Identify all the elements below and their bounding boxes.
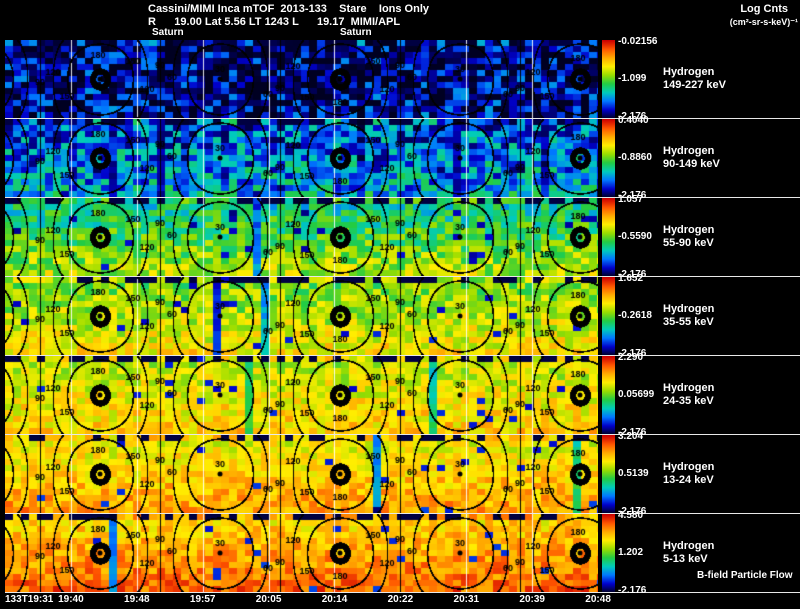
energy-range-label: 24-35 keV — [663, 395, 714, 407]
colorbar-mid-value: 0.05699 — [618, 389, 655, 400]
colorbar-max-value: -0.02156 — [618, 36, 658, 47]
species-label: Hydrogen — [663, 303, 715, 315]
spectrogram-panel: 1.652 -0.2618 -2.176 Hydrogen 35-55 keV — [5, 273, 800, 359]
colorbar-mid-value: -1.099 — [618, 73, 647, 84]
spectrogram-canvas — [5, 277, 598, 355]
energy-label-group: Hydrogen 35-55 keV — [663, 303, 714, 329]
colorbar-max-value: 4.580 — [618, 510, 644, 521]
colorbar — [602, 277, 615, 355]
species-label: Hydrogen — [663, 66, 715, 78]
time-tick-label: 19:57 — [189, 594, 216, 605]
energy-range-label: 13-24 keV — [663, 474, 714, 486]
colorbar-units-title: Log Cnts — [740, 3, 788, 15]
energy-label-group: Hydrogen 5-13 keV — [663, 540, 714, 566]
saturn-marker-label: Saturn — [340, 27, 372, 38]
spectrogram-canvas — [5, 356, 598, 434]
energy-range-label: 5-13 keV — [663, 553, 708, 565]
time-tick-label: 20:39 — [519, 594, 545, 605]
colorbar-max-value: 2.290 — [618, 352, 644, 363]
energy-range-label: 55-90 keV — [663, 237, 714, 249]
saturn-marker-label: Saturn — [152, 27, 184, 38]
spectrogram-panel: 0.4040 -0.8860 -2.176 Hydrogen 90-149 keV — [5, 115, 800, 201]
colorbar-min-value: -2.176 — [618, 506, 647, 517]
time-tick-label: 133T19:31 — [5, 594, 54, 605]
energy-label-group: Hydrogen 13-24 keV — [663, 461, 714, 487]
colorbar-min-value: -2.176 — [618, 190, 647, 201]
energy-label-group: Hydrogen 149-227 keV — [663, 66, 726, 92]
status-line: R 19.00 Lat 5.56 LT 1243 L 19.17 MIMI/AP… — [148, 16, 401, 28]
colorbar-mid-value: 1.202 — [618, 547, 644, 558]
colorbar-min-value: -2.176 — [618, 348, 647, 359]
energy-label-group: Hydrogen 55-90 keV — [663, 224, 714, 250]
colorbar-min-value: -2.176 — [618, 427, 647, 438]
time-tick-label: 20:31 — [453, 594, 480, 605]
spectrogram-panel: 3.204 0.5139 -2.176 Hydrogen 13-24 keV — [5, 431, 800, 517]
time-tick-label: 19:48 — [124, 594, 150, 605]
spectrogram-panel: 4.580 1.202 -2.176 Hydrogen 5-13 keV — [5, 510, 800, 596]
colorbar-min-value: -2.176 — [618, 111, 647, 122]
colorbar — [602, 356, 615, 434]
energy-label-group: Hydrogen 24-35 keV — [663, 382, 714, 408]
spectrogram-canvas — [5, 119, 598, 197]
spectrogram-stack: -0.02156 -1.099 -2.176 Hydrogen 149-227 keV 0… — [5, 36, 800, 596]
colorbar — [602, 435, 615, 513]
colorbar-min-value: -2.176 — [618, 269, 647, 280]
spectrogram-canvas — [5, 198, 598, 276]
colorbar-max-value: 0.4040 — [618, 115, 649, 126]
energy-label-group: Hydrogen 90-149 keV — [663, 145, 720, 171]
colorbar — [602, 198, 615, 276]
colorbar-min-value: -2.176 — [618, 585, 647, 596]
spectrogram-panel: -0.02156 -1.099 -2.176 Hydrogen 149-227 keV — [5, 36, 800, 122]
colorbar-max-value: 1.652 — [618, 273, 644, 284]
plot-title: Cassini/MIMI Inca mTOF 2013-133 Stare Io… — [148, 3, 430, 15]
colorbar — [602, 514, 615, 592]
time-tick-label: 20:05 — [255, 594, 282, 605]
spectrogram-panel: 2.290 0.05699 -2.176 Hydrogen 24-35 keV — [5, 352, 800, 438]
spectrogram-panel: 1.057 -0.5590 -2.176 Hydrogen 55-90 keV — [5, 194, 800, 280]
colorbar-mid-value: 0.5139 — [618, 468, 649, 479]
colorbar-mid-value: -0.8860 — [618, 152, 652, 163]
species-label: Hydrogen — [663, 382, 715, 394]
species-label: Hydrogen — [663, 145, 715, 157]
colorbar-mid-value: -0.2618 — [618, 310, 652, 321]
time-tick-label: 20:22 — [387, 594, 414, 605]
energy-range-label: 35-55 keV — [663, 316, 714, 328]
colorbar — [602, 40, 615, 118]
time-tick-label: 19:40 — [58, 594, 84, 605]
species-label: Hydrogen — [663, 461, 715, 473]
spectrogram-canvas — [5, 40, 598, 118]
species-label: Hydrogen — [663, 224, 715, 236]
colorbar — [602, 119, 615, 197]
spectrogram-canvas — [5, 514, 598, 592]
time-tick-label: 20:48 — [585, 594, 611, 605]
bfield-flow-label: B-field Particle Flow — [697, 570, 793, 581]
species-label: Hydrogen — [663, 540, 715, 552]
spectrogram-canvas — [5, 435, 598, 513]
time-axis: 133T19:31 19:40 19:48 19:57 20:05 20:14 20:22 2… — [5, 594, 645, 608]
colorbar-max-value: 3.204 — [618, 431, 644, 442]
energy-range-label: 149-227 keV — [663, 79, 726, 91]
colorbar-units-value: (cm²-sr-s-keV)⁻¹ — [729, 17, 798, 27]
colorbar-max-value: 1.057 — [618, 194, 644, 205]
energy-range-label: 90-149 keV — [663, 158, 720, 170]
colorbar-mid-value: -0.5590 — [618, 231, 652, 242]
time-tick-label: 20:14 — [321, 594, 348, 605]
